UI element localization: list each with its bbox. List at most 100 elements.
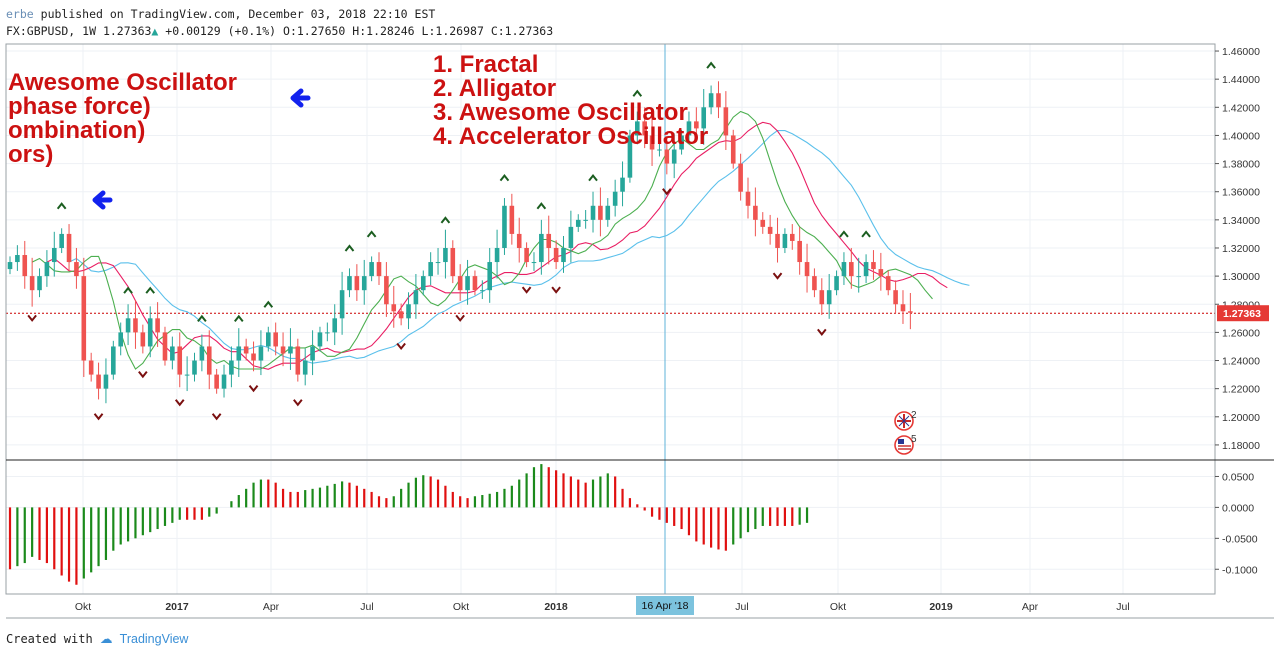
candle-body <box>782 233 788 248</box>
candle-body <box>96 374 101 389</box>
blue-arrow-icon <box>92 190 113 210</box>
candle-body <box>111 346 116 375</box>
candle-body <box>900 304 906 312</box>
candle-body <box>767 226 773 234</box>
candle-body <box>133 318 138 333</box>
last-price-tag <box>1217 305 1269 322</box>
candle-body <box>391 304 397 312</box>
annotation-center-line: 4. Accelerator Oscillator <box>433 123 708 150</box>
candle-body <box>524 247 529 263</box>
candle-body <box>789 233 795 241</box>
close-label: C: <box>490 24 505 38</box>
high-label: H: <box>352 24 367 38</box>
candle-body <box>170 346 175 361</box>
annotation-left-line: phase force) <box>8 93 151 120</box>
osc-tick-label: 0.0500 <box>1222 471 1254 483</box>
created-with-text: Created with <box>6 632 93 646</box>
candle-body <box>140 332 146 347</box>
candle-body <box>118 332 123 347</box>
candle-body <box>325 332 330 334</box>
tradingview-logo-icon[interactable]: ☁ <box>99 632 113 646</box>
candle-body <box>465 276 470 291</box>
candle-body <box>849 262 854 277</box>
fractal-up-icon <box>233 314 244 322</box>
event-badges[interactable]: 25 <box>894 410 917 455</box>
time-tick-label: Okt <box>830 601 846 613</box>
candle-body <box>413 290 419 305</box>
alligator-jaw-line <box>68 130 970 364</box>
fractal-up-icon <box>588 174 598 182</box>
fractal-down-icon <box>211 413 222 421</box>
fractal-up-icon <box>632 89 643 97</box>
candle-body <box>243 346 249 354</box>
candle-body <box>472 276 478 291</box>
candle-body <box>347 276 352 291</box>
candle-body <box>531 262 537 264</box>
candle-body <box>723 107 729 136</box>
candle-body <box>37 276 42 291</box>
fractal-down-icon <box>93 413 104 421</box>
time-tick-label: Okt <box>75 601 91 613</box>
candle-body <box>66 233 72 263</box>
event-badge-count: 5 <box>911 434 917 445</box>
annotation-left-line: ombination) <box>8 117 145 144</box>
candle-body <box>679 135 684 150</box>
annotation-center-line: 3. Awesome Oscillator <box>433 99 688 126</box>
tradingview-brand[interactable]: TradingView <box>119 632 189 646</box>
candle-body <box>797 240 802 263</box>
candle-body <box>51 247 57 263</box>
candle-body <box>354 276 360 291</box>
candle-body <box>487 262 492 291</box>
author-name[interactable]: erbe <box>6 7 34 21</box>
candle-body <box>288 346 293 354</box>
fractal-up-icon <box>440 216 451 224</box>
candle-body <box>834 276 839 291</box>
candle-body <box>369 262 374 277</box>
candle-body <box>103 374 109 389</box>
candle-body <box>598 205 603 220</box>
fractal-down-icon <box>396 342 406 351</box>
last-price-tag-label: 1.27363 <box>1223 308 1261 320</box>
candle-body <box>74 262 79 277</box>
fractal-up-icon <box>366 230 377 238</box>
candle-body <box>893 290 898 305</box>
fractal-markers <box>27 61 871 421</box>
candle-body <box>885 276 891 291</box>
candle-body <box>819 290 825 305</box>
fractal-up-icon <box>197 314 207 322</box>
candle-body <box>871 262 876 270</box>
alligator-lips-line <box>31 110 933 370</box>
price-tick-label: 1.46000 <box>1222 46 1260 58</box>
candle-body <box>760 219 766 227</box>
price-change: +0.00129 (+0.1%) <box>165 24 277 38</box>
osc-tick-label: -0.0500 <box>1222 533 1258 545</box>
candle-body <box>184 374 190 376</box>
fractal-up-icon <box>344 244 355 252</box>
event-badge-count: 2 <box>911 410 917 421</box>
open-label: O: <box>283 24 297 38</box>
fractal-down-icon <box>772 272 783 280</box>
candle-body <box>420 276 426 291</box>
time-tick-label: Apr <box>263 601 280 613</box>
candle-body <box>266 332 271 347</box>
footer: Created with ☁ TradingView <box>6 631 188 646</box>
candle-body <box>125 318 131 333</box>
fractal-up-icon <box>145 286 156 294</box>
fractal-up-icon <box>56 202 67 210</box>
fractal-down-icon <box>521 286 532 294</box>
osc-tick-label: 0.0000 <box>1222 502 1254 514</box>
candle-body <box>686 121 692 136</box>
fractal-down-icon <box>293 399 303 407</box>
fractal-down-icon <box>138 370 148 379</box>
candle-body <box>229 360 234 375</box>
candle-body <box>443 247 448 263</box>
time-tick-label: Jul <box>360 601 373 613</box>
price-tick-label: 1.26000 <box>1222 327 1260 339</box>
price-tick-label: 1.38000 <box>1222 159 1260 171</box>
close-value: 1.27363 <box>504 24 554 38</box>
uk-flag-event-badge: 2 <box>894 410 917 431</box>
alligator-lines <box>31 110 970 370</box>
price-tick-label: 1.42000 <box>1222 102 1260 114</box>
price-tick-label: 1.44000 <box>1222 74 1260 86</box>
